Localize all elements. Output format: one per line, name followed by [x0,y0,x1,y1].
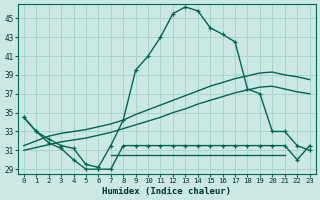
X-axis label: Humidex (Indice chaleur): Humidex (Indice chaleur) [102,187,231,196]
